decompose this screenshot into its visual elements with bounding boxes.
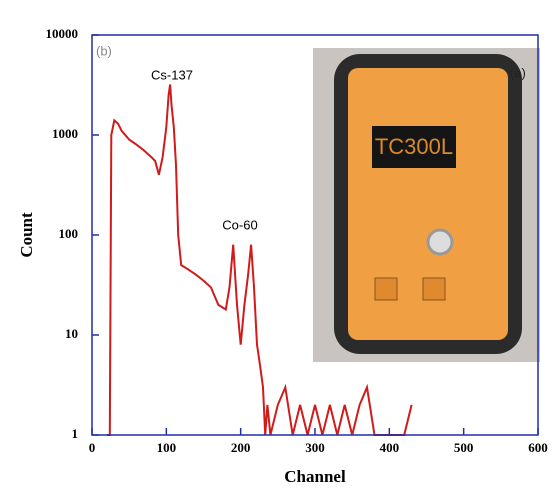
device-key (422, 277, 446, 301)
panel-label: (b) (96, 43, 112, 58)
spectrum-line (106, 84, 413, 436)
peak-label: Cs-137 (151, 67, 193, 82)
display-text: TC300L (375, 134, 453, 159)
y-tick-label: 100 (59, 226, 79, 241)
x-axis-label: Channel (284, 467, 346, 486)
x-tick-label: 300 (305, 440, 325, 455)
device-key (374, 277, 398, 301)
y-tick-label: 1000 (52, 126, 78, 141)
peak-label: Co-60 (222, 217, 257, 232)
device-display (372, 126, 456, 168)
x-tick-label: 100 (157, 440, 177, 455)
x-tick-label: 0 (89, 440, 96, 455)
x-tick-label: 600 (528, 440, 548, 455)
device-button (426, 228, 454, 256)
x-tick-label: 500 (454, 440, 474, 455)
y-axis-label: Count (17, 212, 36, 258)
y-tick-label: 10000 (46, 26, 79, 41)
y-tick-label: 10 (65, 326, 78, 341)
inset-photo: TC300L (a) (313, 48, 540, 362)
inset-label: (a) (510, 65, 526, 80)
x-tick-label: 200 (231, 440, 251, 455)
y-tick-label: 1 (72, 426, 79, 441)
x-tick-label: 400 (380, 440, 400, 455)
